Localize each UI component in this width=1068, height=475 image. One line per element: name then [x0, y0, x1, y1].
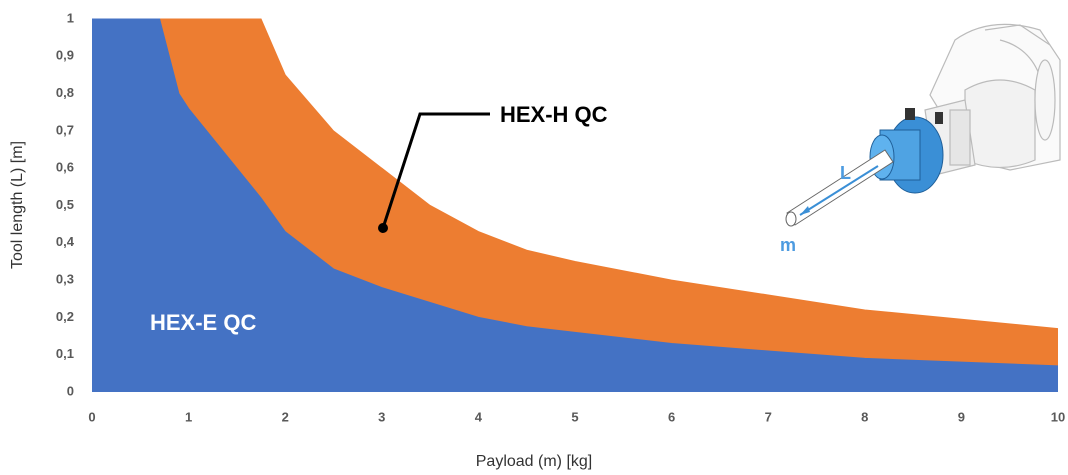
mass-label: m — [780, 235, 796, 255]
y-tick-label: 0,4 — [56, 234, 75, 249]
y-tick-label: 0,8 — [56, 85, 74, 100]
x-tick-label: 7 — [765, 409, 772, 424]
x-tick-label: 3 — [378, 409, 385, 424]
series-label: HEX-E QC — [150, 310, 256, 335]
y-tick-label: 0,6 — [56, 160, 74, 175]
plot-area — [92, 18, 1059, 392]
robot-illustration — [924, 23, 1061, 176]
y-tick-label: 0,1 — [56, 346, 74, 361]
y-tick-label: 0 — [67, 383, 74, 398]
y-tick-label: 0,2 — [56, 309, 74, 324]
y-tick-label: 0,3 — [56, 272, 74, 287]
x-tick-label: 0 — [88, 409, 95, 424]
x-tick-label: 6 — [668, 409, 675, 424]
x-tick-label: 2 — [282, 409, 289, 424]
x-tick-label: 8 — [861, 409, 868, 424]
pointer-line — [381, 112, 490, 229]
area-edge — [92, 18, 1059, 330]
y-tick-label: 0,7 — [56, 122, 74, 137]
x-tick-label: 9 — [958, 409, 965, 424]
tool-changer — [785, 108, 944, 227]
x-tick-label: 4 — [475, 409, 483, 424]
x-axis-title: Payload (m) [kg] — [476, 453, 592, 470]
x-tick-label: 5 — [571, 409, 578, 424]
y-tick-label: 0,9 — [56, 48, 74, 63]
y-tick-label: 1 — [67, 10, 74, 25]
y-tick-label: 0,5 — [56, 197, 74, 212]
x-tick-label: 10 — [1051, 409, 1065, 424]
x-tick-label: 1 — [185, 409, 192, 424]
dimension-label: L — [840, 163, 851, 183]
y-axis-title: Tool length (L) [m] — [9, 141, 26, 269]
area-fill — [92, 19, 1058, 392]
area-edge — [92, 18, 1059, 367]
series-label: HEX-H QC — [500, 102, 608, 127]
pointer-dot — [378, 223, 388, 233]
